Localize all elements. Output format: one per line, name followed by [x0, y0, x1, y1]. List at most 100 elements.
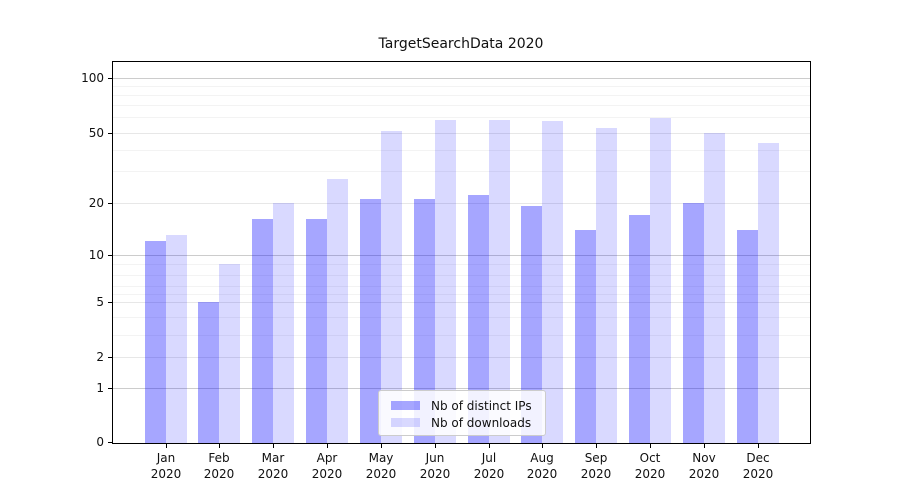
- bar-nb-of-downloads-sep: [596, 127, 618, 443]
- y-tick-mark-5: [108, 302, 112, 303]
- gridline-7: [113, 286, 810, 287]
- y-tick-label-2: 2: [96, 350, 104, 364]
- bar-nb-of-distinct-ips-may: [359, 198, 381, 443]
- bar-nb-of-distinct-ips-jan: [144, 241, 166, 443]
- bar-nb-of-distinct-ips-aug: [521, 206, 543, 443]
- gridline-1: [113, 388, 810, 389]
- y-tick-label-100: 100: [81, 71, 104, 85]
- x-tick-mark-nov: [704, 444, 705, 448]
- spine-left: [112, 61, 113, 444]
- y-tick-label-1: 1: [96, 381, 104, 395]
- bar-nb-of-distinct-ips-mar: [252, 219, 274, 443]
- x-tick-label-oct: Oct 2020: [618, 450, 682, 482]
- x-tick-mark-apr: [327, 444, 328, 448]
- x-tick-label-mar: Mar 2020: [241, 450, 305, 482]
- gridline-100: [113, 78, 810, 79]
- gridline-50: [113, 133, 810, 134]
- x-tick-label-year-apr: 2020: [311, 467, 343, 481]
- gridline-30: [113, 171, 810, 172]
- x-tick-mark-may: [381, 444, 382, 448]
- legend-swatch-distinct-ips: [391, 401, 420, 410]
- x-tick-label-year-mar: 2020: [257, 467, 289, 481]
- x-tick-label-may: May 2020: [349, 450, 413, 482]
- bar-nb-of-downloads-feb: [219, 264, 241, 443]
- x-tick-label-dec: Dec 2020: [726, 450, 790, 482]
- x-tick-label-year-aug: 2020: [526, 467, 558, 481]
- y-tick-mark-20: [108, 203, 112, 204]
- y-tick-mark-100: [108, 78, 112, 79]
- x-tick-label-jul: Jul 2020: [457, 450, 521, 482]
- x-tick-mark-jan: [166, 444, 167, 448]
- gridline-80: [113, 95, 810, 96]
- gridline-40: [113, 150, 810, 151]
- bar-nb-of-distinct-ips-jul: [467, 195, 489, 443]
- x-tick-label-year-feb: 2020: [203, 467, 235, 481]
- bar-nb-of-downloads-jul: [488, 119, 510, 443]
- x-tick-label-jan: Jan 2020: [134, 450, 198, 482]
- x-tick-label-nov: Nov 2020: [672, 450, 736, 482]
- x-tick-label-year-jul: 2020: [473, 467, 505, 481]
- bar-nb-of-downloads-nov: [704, 132, 725, 443]
- x-tick-mark-sep: [596, 444, 597, 448]
- y-tick-mark-10: [108, 255, 112, 256]
- legend-swatch-downloads: [391, 418, 420, 427]
- gridline-3: [113, 335, 810, 336]
- y-tick-mark-1: [108, 388, 112, 389]
- bar-nb-of-downloads-may: [380, 130, 402, 443]
- bar-nb-of-distinct-ips-jun: [413, 198, 435, 443]
- x-tick-mark-mar: [273, 444, 274, 448]
- spine-bottom: [112, 443, 811, 444]
- bar-nb-of-downloads-jun: [434, 119, 456, 443]
- legend-entry-distinct-ips: Nb of distinct IPs: [391, 397, 545, 414]
- gridline-4: [113, 317, 810, 318]
- chart-title: TargetSearchData 2020: [378, 36, 544, 52]
- gridline-5: [113, 302, 810, 303]
- x-tick-mark-oct: [650, 444, 651, 448]
- bar-nb-of-downloads-jan: [165, 235, 187, 443]
- bar-nb-of-distinct-ips-nov: [683, 202, 704, 443]
- bar-nb-of-distinct-ips-oct: [629, 214, 651, 443]
- x-tick-label-sep: Sep 2020: [564, 450, 628, 482]
- x-tick-label-year-nov: 2020: [688, 467, 720, 481]
- x-tick-label-year-sep: 2020: [580, 467, 612, 481]
- y-tick-label-20: 20: [88, 196, 104, 210]
- x-tick-mark-dec: [758, 444, 759, 448]
- y-tick-mark-0: [108, 442, 112, 443]
- gridline-60: [113, 117, 810, 118]
- x-tick-mark-jun: [435, 444, 436, 448]
- x-tick-label-year-jan: 2020: [150, 467, 182, 481]
- x-tick-mark-feb: [219, 444, 220, 448]
- gridline-9: [113, 264, 810, 265]
- y-tick-label-0: 0: [96, 435, 104, 449]
- legend-label-distinct-ips: Nb of distinct IPs: [431, 398, 532, 413]
- x-tick-label-year-dec: 2020: [742, 467, 774, 481]
- x-tick-mark-jul: [489, 444, 490, 448]
- x-tick-label-year-jun: 2020: [419, 467, 451, 481]
- x-tick-mark-aug: [542, 444, 543, 448]
- bar-nb-of-distinct-ips-sep: [575, 229, 597, 443]
- x-tick-label-feb: Feb 2020: [187, 450, 251, 482]
- gridline-8: [113, 275, 810, 276]
- legend-entry-downloads: Nb of downloads: [391, 414, 545, 431]
- legend-label-downloads: Nb of downloads: [431, 415, 532, 430]
- x-tick-label-year-may: 2020: [365, 467, 397, 481]
- bar-nb-of-distinct-ips-feb: [198, 302, 220, 443]
- x-tick-label-jun: Jun 2020: [403, 450, 467, 482]
- y-tick-label-10: 10: [88, 248, 104, 262]
- bar-nb-of-downloads-mar: [273, 202, 295, 443]
- bar-nb-of-distinct-ips-apr: [306, 219, 328, 443]
- gridline-2: [113, 357, 810, 358]
- x-tick-label-aug: Aug 2020: [510, 450, 574, 482]
- y-tick-mark-50: [108, 133, 112, 134]
- legend: Nb of distinct IPs Nb of downloads: [378, 390, 546, 436]
- x-tick-label-year-oct: 2020: [634, 467, 666, 481]
- spine-top: [112, 61, 811, 62]
- gridline-90: [113, 86, 810, 87]
- gridline-70: [113, 105, 810, 106]
- bar-nb-of-distinct-ips-dec: [736, 229, 758, 443]
- bar-nb-of-downloads-aug: [542, 121, 564, 443]
- y-tick-mark-2: [108, 357, 112, 358]
- gridline-20: [113, 203, 810, 204]
- bar-nb-of-downloads-dec: [757, 142, 779, 443]
